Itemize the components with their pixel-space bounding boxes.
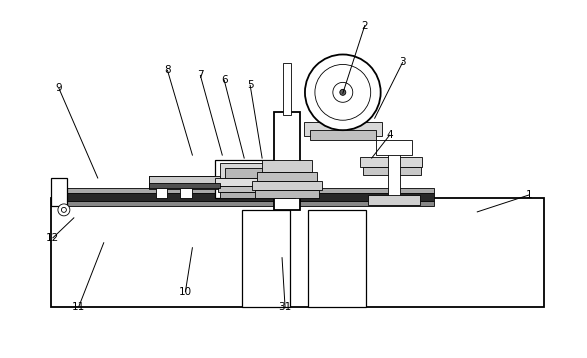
Bar	[220, 163, 295, 178]
Bar	[376, 140, 411, 155]
Bar	[51, 193, 434, 201]
Text: 2: 2	[362, 21, 368, 30]
Bar	[51, 178, 67, 206]
Bar	[218, 186, 297, 192]
Bar	[220, 192, 295, 198]
Bar	[310, 130, 376, 140]
Circle shape	[58, 204, 70, 216]
Bar	[225, 168, 290, 178]
Bar	[363, 167, 420, 175]
Bar	[257, 172, 317, 181]
Bar	[304, 122, 382, 136]
Bar	[149, 176, 298, 182]
Text: 6: 6	[221, 76, 228, 86]
Bar	[387, 152, 400, 200]
Text: 10: 10	[179, 286, 192, 296]
Circle shape	[305, 54, 380, 130]
Text: 9: 9	[56, 83, 62, 93]
Bar	[51, 188, 434, 193]
Text: 1: 1	[526, 190, 532, 200]
Bar	[149, 176, 220, 189]
Bar	[215, 160, 300, 198]
Circle shape	[340, 90, 346, 95]
Bar	[242, 210, 290, 308]
Text: 31: 31	[278, 301, 292, 311]
Bar	[308, 210, 366, 308]
Circle shape	[315, 64, 371, 120]
Bar	[283, 63, 291, 115]
Bar	[367, 195, 420, 205]
Text: 12: 12	[46, 233, 59, 243]
Bar	[262, 160, 312, 172]
Bar	[51, 198, 544, 308]
Bar	[252, 181, 322, 190]
Bar	[180, 188, 193, 198]
Text: 7: 7	[197, 71, 204, 81]
Text: 3: 3	[399, 57, 406, 67]
Bar	[215, 178, 300, 186]
Bar	[255, 190, 319, 198]
Bar	[51, 201, 434, 206]
Circle shape	[62, 207, 66, 212]
Text: 8: 8	[164, 66, 171, 76]
Bar	[274, 112, 300, 210]
Bar	[156, 188, 167, 198]
Text: 5: 5	[247, 80, 254, 90]
Bar	[360, 157, 421, 167]
Bar	[149, 183, 220, 188]
Text: 11: 11	[72, 301, 86, 311]
Text: 4: 4	[386, 130, 393, 140]
Circle shape	[333, 82, 353, 102]
